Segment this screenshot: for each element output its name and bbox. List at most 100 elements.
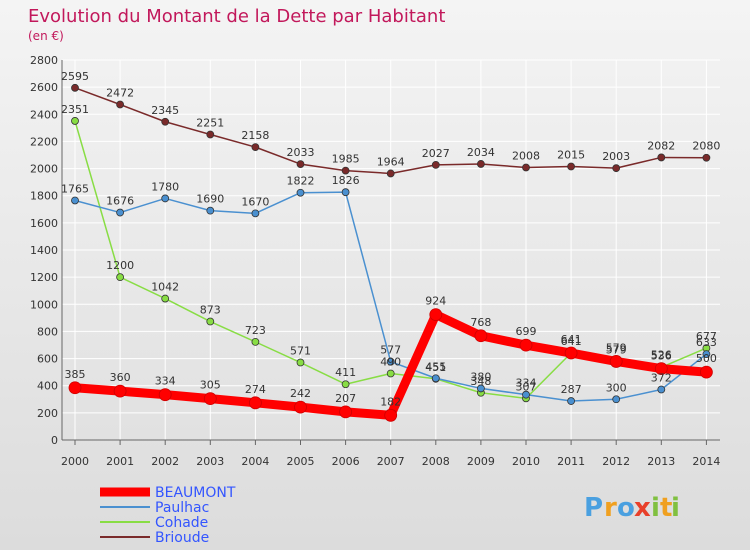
data-point-cohade xyxy=(116,273,124,282)
y-tick-label: 1200 xyxy=(30,271,58,284)
data-label-paulhac: 380 xyxy=(470,370,491,383)
data-point-brioude xyxy=(251,143,260,152)
data-label-paulhac: 577 xyxy=(380,344,401,357)
y-tick-label: 800 xyxy=(37,325,58,338)
data-label-cohade: 1042 xyxy=(151,281,179,294)
data-point-beaumont xyxy=(700,365,713,379)
data-point-beaumont xyxy=(384,408,398,422)
x-tick-label: 2008 xyxy=(422,455,450,468)
axes: 0 200 400 600 800 1000 1200 1400 1600 1800 2000 220… xyxy=(30,54,720,468)
data-labels: 2595 2472 2345 2251 2158 2033 1985 1964 2027 2034… xyxy=(61,70,720,408)
data-label-paulhac: 1670 xyxy=(241,195,269,208)
data-label-beaumont: 360 xyxy=(110,371,131,384)
y-tick-label: 2000 xyxy=(30,163,58,176)
logo-letter: x xyxy=(634,493,651,523)
y-tick-label: 1400 xyxy=(30,244,58,257)
data-point-paulhac xyxy=(161,194,170,203)
data-point-brioude xyxy=(567,162,575,171)
data-label-paulhac: 455 xyxy=(425,360,446,373)
data-point-paulhac xyxy=(702,350,711,358)
data-label-paulhac: 633 xyxy=(696,336,717,349)
y-tick-label: 2200 xyxy=(30,135,58,148)
data-label-beaumont: 274 xyxy=(245,383,266,396)
data-point-beaumont xyxy=(294,400,307,414)
data-point-brioude xyxy=(522,163,530,172)
data-label-brioude: 2003 xyxy=(602,150,630,163)
data-label-beaumont: 526 xyxy=(651,349,672,362)
data-label-beaumont: 334 xyxy=(155,375,176,388)
data-point-beaumont xyxy=(158,388,172,402)
x-tick-label: 2001 xyxy=(106,455,134,468)
data-point-paulhac xyxy=(567,397,575,405)
data-point-brioude xyxy=(657,153,666,162)
legend-label-cohade: Cohade xyxy=(155,515,208,531)
data-point-brioude xyxy=(116,100,124,109)
data-label-brioude: 2080 xyxy=(692,140,720,153)
data-label-brioude: 2251 xyxy=(196,117,224,130)
data-label-cohade: 1200 xyxy=(106,259,134,272)
data-label-brioude: 2595 xyxy=(61,70,89,83)
data-point-cohade xyxy=(71,117,79,125)
data-point-paulhac xyxy=(71,196,79,205)
data-point-beaumont xyxy=(429,308,443,322)
data-label-cohade: 677 xyxy=(696,330,717,343)
data-point-brioude xyxy=(161,117,170,126)
y-tick-label: 200 xyxy=(37,407,58,420)
x-tick-label: 2010 xyxy=(512,455,540,468)
data-label-beaumont: 385 xyxy=(65,368,86,381)
data-point-beaumont xyxy=(248,396,262,410)
x-tick-label: 2011 xyxy=(557,455,585,468)
data-point-beaumont xyxy=(203,392,217,406)
y-tick-label: 2600 xyxy=(30,81,58,94)
data-label-cohade: 411 xyxy=(335,366,356,379)
x-tick-label: 2006 xyxy=(332,455,360,468)
data-point-paulhac xyxy=(341,188,350,197)
data-label-beaumont: 500 xyxy=(696,352,717,365)
data-label-paulhac: 334 xyxy=(516,377,537,390)
y-tick-label: 400 xyxy=(37,380,58,393)
x-tick-label: 2002 xyxy=(151,455,179,468)
x-tick-label: 2009 xyxy=(467,455,495,468)
y-tick-label: 600 xyxy=(37,353,58,366)
data-label-beaumont: 768 xyxy=(470,316,491,329)
chart-subtitle: (en €) xyxy=(28,29,64,43)
data-point-cohade xyxy=(251,337,260,346)
data-point-beaumont xyxy=(68,381,82,395)
data-label-cohade: 723 xyxy=(245,324,266,337)
legend-label-brioude: Brioude xyxy=(155,530,209,546)
data-label-paulhac: 1826 xyxy=(332,174,360,187)
data-label-cohade: 641 xyxy=(561,335,582,348)
x-tick-label: 2013 xyxy=(647,455,675,468)
data-point-paulhac xyxy=(522,390,530,399)
data-point-cohade xyxy=(206,317,215,326)
data-label-paulhac: 1676 xyxy=(106,195,134,208)
data-label-cohade: 490 xyxy=(380,356,401,369)
logo-letter: o xyxy=(617,493,635,523)
data-point-brioude xyxy=(71,83,79,92)
y-tick-label: 1000 xyxy=(30,298,58,311)
data-point-beaumont xyxy=(339,405,353,419)
data-point-brioude xyxy=(386,169,395,178)
data-point-beaumont xyxy=(654,362,668,376)
data-label-cohade: 348 xyxy=(470,375,491,388)
data-label-beaumont: 579 xyxy=(606,341,627,354)
data-label-beaumont: 242 xyxy=(290,387,311,400)
data-point-brioude xyxy=(702,153,711,162)
y-tick-label: 1800 xyxy=(30,190,58,203)
data-point-brioude xyxy=(206,130,215,139)
data-label-cohade: 579 xyxy=(606,343,627,356)
data-label-brioude: 2472 xyxy=(106,87,134,100)
data-point-beaumont xyxy=(564,346,578,360)
x-tick-label: 2000 xyxy=(61,455,89,468)
data-point-beaumont xyxy=(519,338,533,352)
data-point-paulhac xyxy=(116,208,124,217)
data-label-brioude: 2008 xyxy=(512,149,540,162)
data-label-cohade: 571 xyxy=(290,345,311,358)
data-point-paulhac xyxy=(251,209,260,218)
data-label-brioude: 2033 xyxy=(287,146,315,159)
data-point-cohade xyxy=(341,380,350,389)
data-point-cohade xyxy=(386,369,395,378)
